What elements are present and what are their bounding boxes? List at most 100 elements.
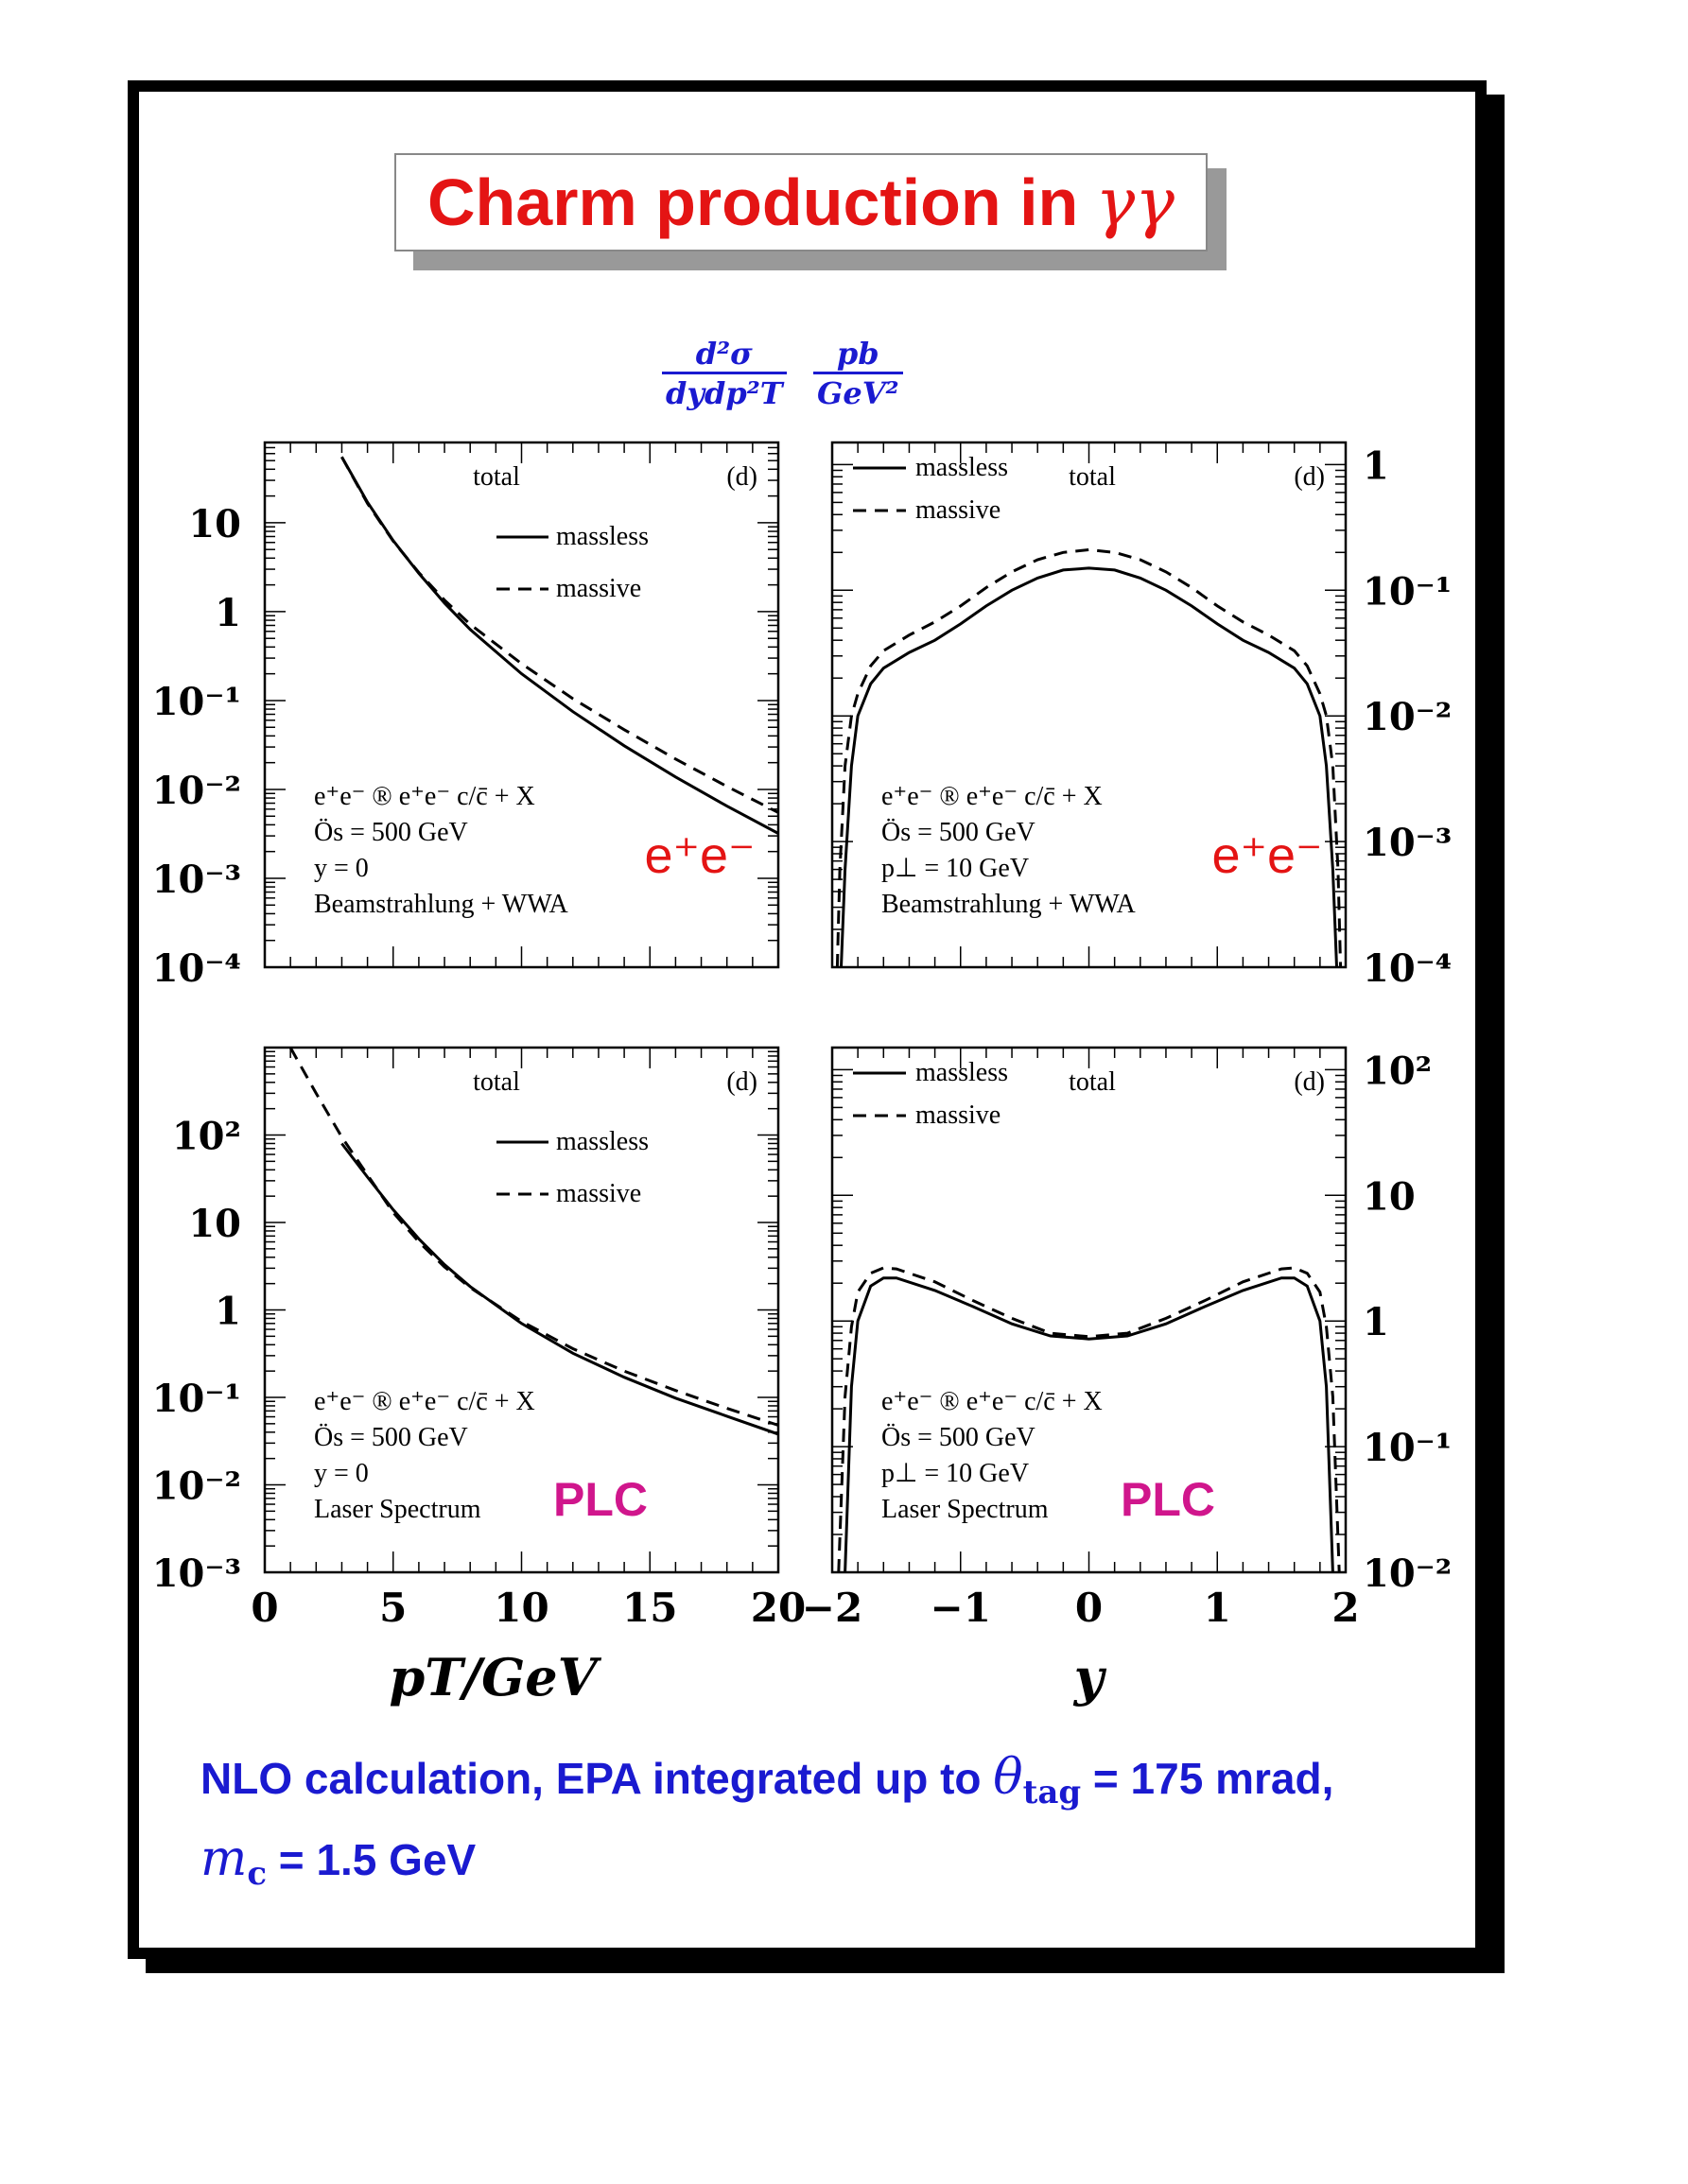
ylabel-unit-numerator: pb: [813, 336, 903, 374]
slide-title: Charm production in γγ: [394, 153, 1208, 251]
panel-annotation: e⁺e⁻ ® e⁺e⁻ c/c̄ + X: [314, 782, 535, 811]
y-tick-label: 10²: [1363, 1049, 1432, 1093]
y-tick-label: 10⁻³: [152, 858, 241, 902]
x-tick-label: 10: [494, 1585, 548, 1631]
legend-entry: massless: [556, 522, 649, 551]
panel-tag: PLC: [1121, 1473, 1215, 1526]
panel-corner-label: (d): [726, 1067, 757, 1097]
x-tick-label: 0: [1075, 1585, 1103, 1631]
title-text: Charm production in: [427, 165, 1079, 239]
y-tick-label: 1: [215, 1290, 241, 1334]
panel-total-label: total: [473, 1067, 520, 1097]
ylabel-unit-denominator: GeV²: [817, 375, 899, 411]
panel-annotation: Ös = 500 GeV: [881, 1423, 1035, 1452]
x-tick-label: 5: [379, 1585, 407, 1631]
y-tick-label: 1: [1363, 1300, 1389, 1344]
panel-top-right: 1 10⁻¹ 10⁻² 10⁻³ 10⁻⁴ (d) total massless massive…: [830, 441, 1452, 991]
panel-annotation: Ös = 500 GeV: [314, 818, 468, 847]
footer-line-2: mc = 1.5 GeV: [200, 1826, 1468, 1907]
legend-entry: massive: [556, 1179, 641, 1208]
y-tick-label: 10⁻¹: [152, 680, 241, 724]
y-tick-label: 1: [1363, 443, 1389, 488]
y-tick-label: 10⁻¹: [1363, 1426, 1452, 1470]
legend-entry: massless: [915, 1058, 1008, 1087]
panel-total-label: total: [1069, 1067, 1116, 1097]
panel-annotation: e⁺e⁻ ® e⁺e⁻ c/c̄ + X: [881, 1387, 1103, 1416]
footer-theta-sub: tag: [1022, 1774, 1082, 1812]
y-axis-label: d²σ dydp²T pb GeV²: [662, 336, 946, 421]
footer-mc: m: [200, 1830, 248, 1888]
y-tick-label: 10⁻³: [152, 1551, 241, 1596]
panel-bottom-left: 10² 10 1 10⁻¹ 10⁻² 10⁻³0 5 10 15 20 pT/GeV (d) total…: [152, 1046, 806, 1707]
panel-annotation: y = 0: [314, 1459, 369, 1488]
y-tick-label: 10⁻²: [152, 769, 241, 813]
series-line-massless: [840, 566, 1338, 967]
panel-total-label: total: [473, 462, 520, 492]
panel-annotation: Laser Spectrum: [314, 1495, 481, 1524]
y-tick-label: 10: [188, 1202, 241, 1246]
plot-frame: [830, 441, 1348, 969]
x-tick-label: 20: [751, 1585, 806, 1631]
footer-mc-sub: c: [247, 1855, 268, 1894]
y-tick-label: 10: [188, 502, 241, 546]
panel-annotation: Beamstrahlung + WWA: [881, 890, 1137, 919]
footer-line1-a: NLO calculation, EPA integrated up to: [200, 1754, 994, 1803]
series-group: [340, 456, 778, 835]
panel-corner-label: (d): [726, 462, 757, 492]
panel-annotation: e⁺e⁻ ® e⁺e⁻ c/c̄ + X: [314, 1387, 535, 1416]
y-tick-label: 10⁻³: [1363, 821, 1452, 865]
y-tick-label: 10⁻¹: [152, 1377, 241, 1421]
series-line-massive: [837, 1266, 1341, 1572]
footer-note: NLO calculation, EPA integrated up to θt…: [200, 1744, 1468, 1907]
x-axis-label: y: [1073, 1647, 1107, 1707]
y-tick-label: 10⁻⁴: [152, 946, 241, 991]
footer-line-1: NLO calculation, EPA integrated up to θt…: [200, 1744, 1468, 1826]
panel-corner-label: (d): [1294, 462, 1325, 492]
panel-annotation: Beamstrahlung + WWA: [314, 890, 569, 919]
panel-annotation: Ös = 500 GeV: [881, 818, 1035, 847]
x-tick-label: 0: [251, 1585, 278, 1631]
footer-line1-b: = 175 mrad,: [1081, 1754, 1334, 1803]
y-tick-label: 10⁻¹: [1363, 569, 1452, 614]
panel-annotation: e⁺e⁻ ® e⁺e⁻ c/c̄ + X: [881, 782, 1103, 811]
y-tick-label: 10⁻²: [1363, 1551, 1452, 1596]
panel-annotation: p⊥ = 10 GeV: [881, 854, 1029, 883]
series-group: [835, 547, 1343, 967]
legend-entry: massive: [915, 495, 1001, 525]
panel-annotation: Ös = 500 GeV: [314, 1423, 468, 1452]
plot-frame: [263, 441, 780, 969]
series-line-massive: [835, 547, 1343, 967]
y-tick-label: 10⁻²: [152, 1465, 241, 1509]
plot-frame: [263, 1046, 780, 1574]
plot-frame: [830, 1046, 1348, 1574]
panel-annotation: p⊥ = 10 GeV: [881, 1459, 1029, 1488]
ylabel-denominator: dydp²T: [666, 375, 783, 411]
panel-bottom-right: 10² 10 1 10⁻¹ 10⁻² −2 −1 0 1 2 y (d) total massless ma…: [802, 1046, 1452, 1707]
panel-annotation: y = 0: [314, 854, 369, 883]
panel-corner-label: (d): [1294, 1067, 1325, 1097]
panel-annotation: Laser Spectrum: [881, 1495, 1049, 1524]
panel-tag: PLC: [553, 1473, 648, 1526]
panel-total-label: total: [1069, 462, 1116, 492]
slide-frame: [128, 80, 1487, 1959]
series-line-massive: [340, 456, 778, 814]
x-axis-label: pT/GeV: [389, 1647, 601, 1707]
y-tick-label: 1: [215, 591, 241, 635]
panel-top-left: 10 1 10⁻¹ 10⁻² 10⁻³ 10⁻⁴ (d) total massless massi…: [152, 441, 780, 991]
y-tick-label: 10: [1363, 1174, 1416, 1219]
x-tick-label: −1: [931, 1585, 991, 1631]
legend-entry: massive: [915, 1101, 1001, 1130]
x-tick-label: 1: [1204, 1585, 1231, 1631]
series-group: [288, 1048, 778, 1436]
footer-theta: θ: [993, 1749, 1023, 1806]
series-group: [837, 1266, 1341, 1572]
footer-line2-b: = 1.5 GeV: [267, 1835, 477, 1885]
legend-entry: massless: [915, 453, 1008, 482]
y-tick-label: 10²: [172, 1115, 241, 1159]
series-line-massless: [340, 456, 778, 835]
x-tick-label: −2: [802, 1585, 862, 1631]
title-symbol: γγ: [1095, 164, 1175, 241]
legend-entry: massless: [556, 1127, 649, 1156]
series-line-massive: [288, 1048, 778, 1427]
